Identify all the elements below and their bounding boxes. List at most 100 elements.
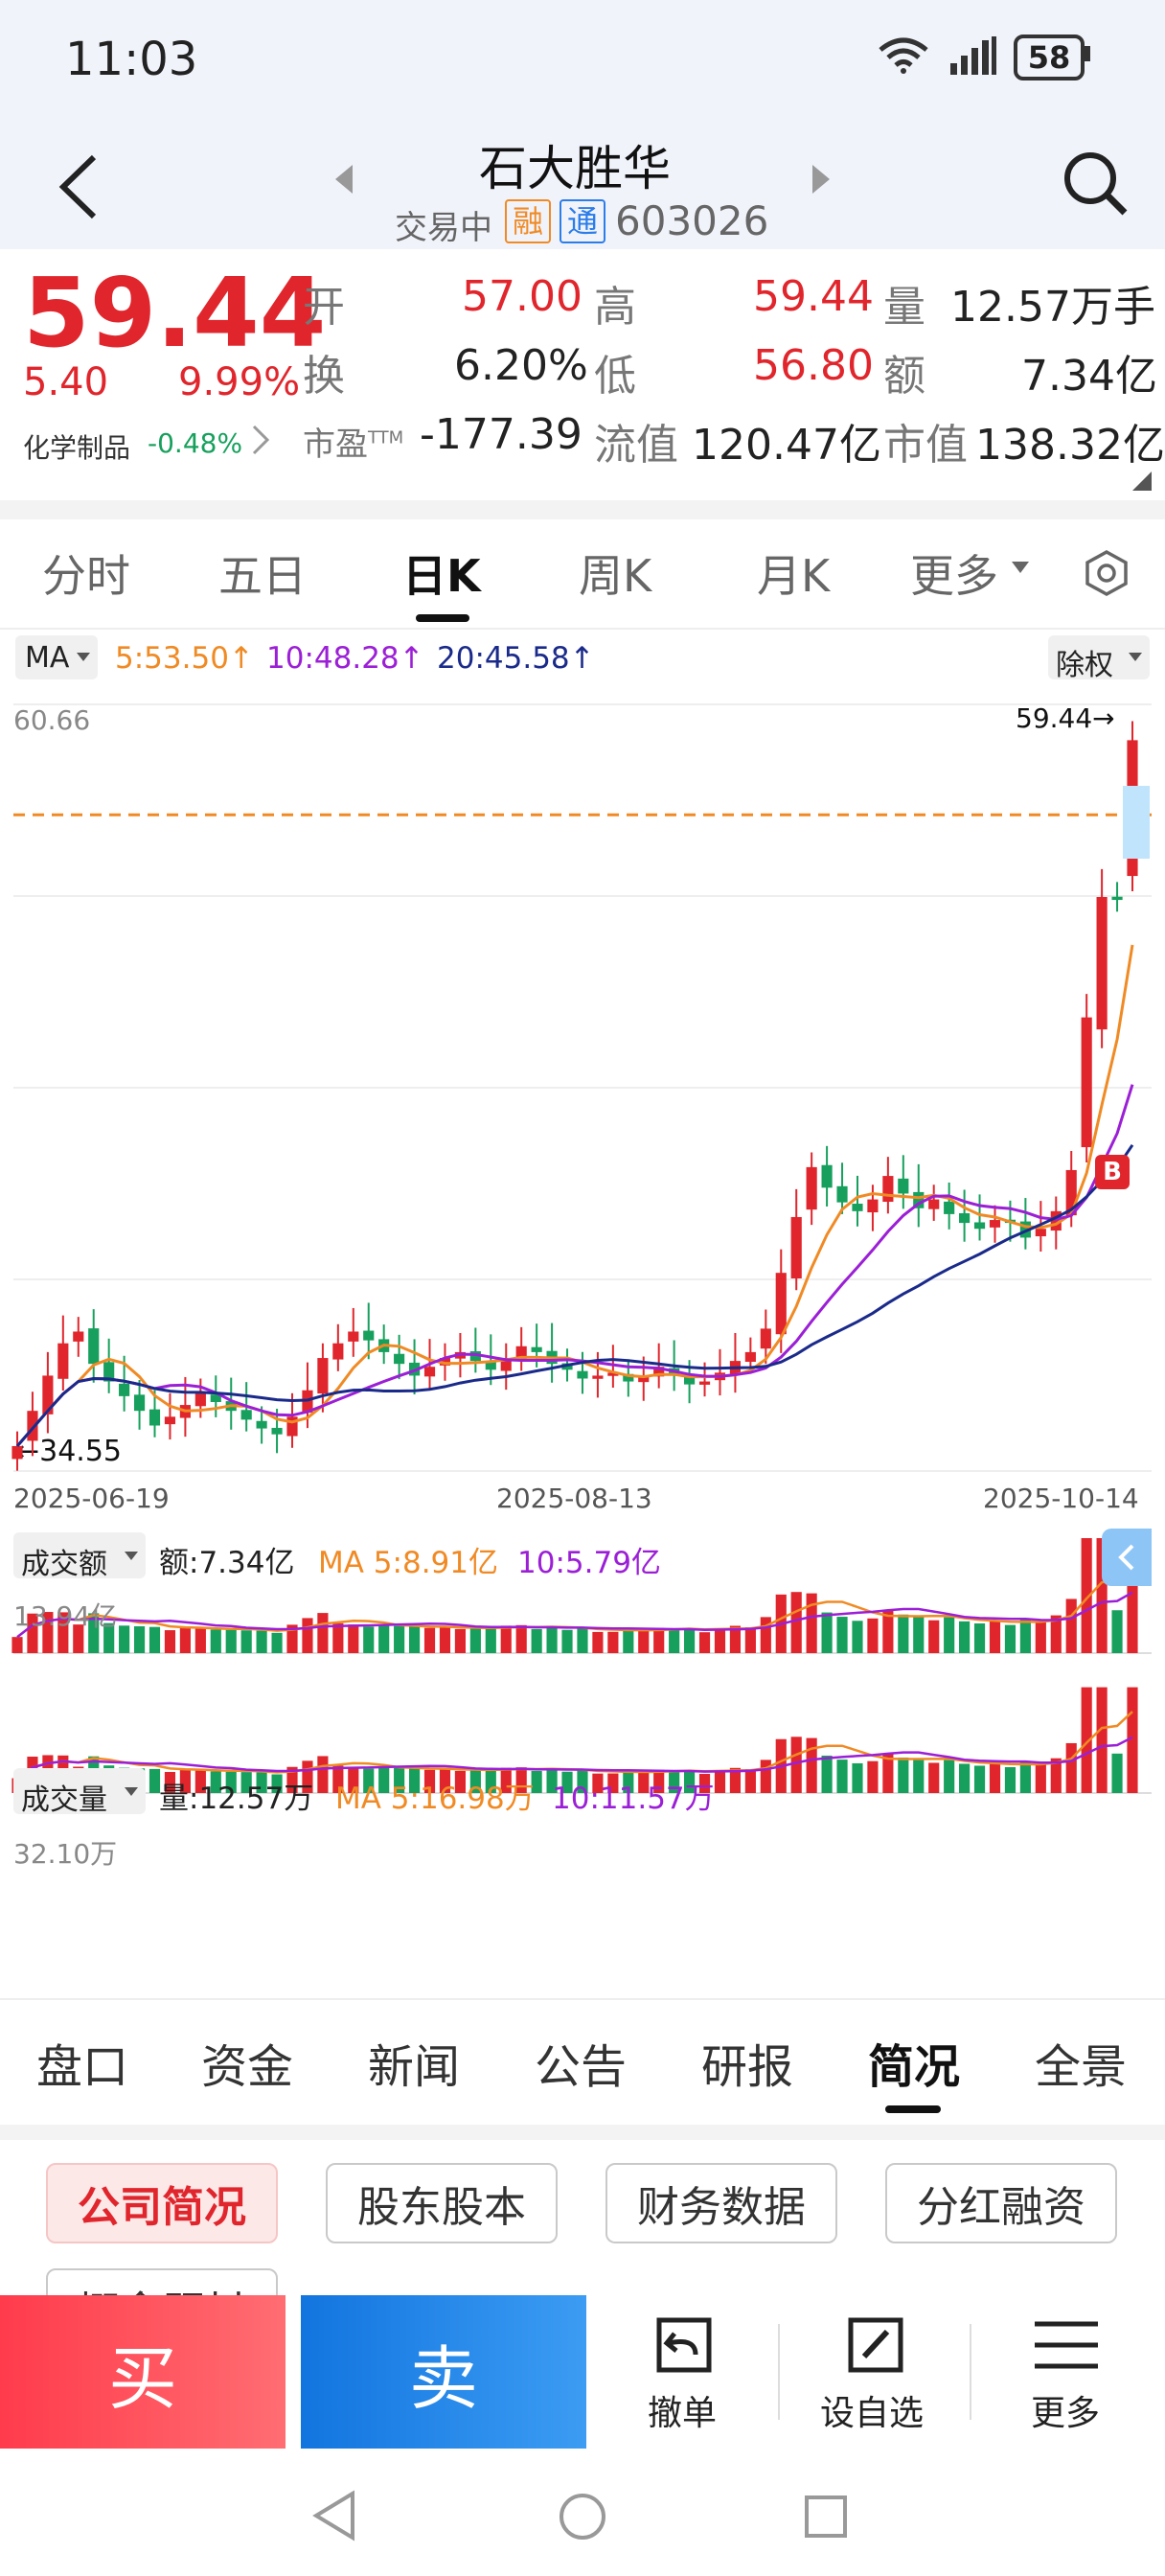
amount-bar bbox=[408, 1626, 421, 1653]
amount-bar bbox=[1127, 1538, 1138, 1653]
candle-body bbox=[332, 1343, 344, 1360]
tab-monthly-k[interactable]: 月K bbox=[757, 550, 831, 602]
volume-bar bbox=[714, 1770, 726, 1793]
tab-capital[interactable]: 资金 bbox=[201, 2040, 294, 2094]
candle-body bbox=[1081, 1017, 1092, 1148]
volume-bar bbox=[898, 1757, 909, 1793]
volume-bar bbox=[485, 1769, 496, 1793]
settings-hex-icon[interactable] bbox=[1083, 549, 1131, 601]
candle-body bbox=[836, 1185, 848, 1203]
ma20-line bbox=[15, 1143, 1134, 1447]
add-watchlist-button[interactable]: 设自选 bbox=[805, 2314, 945, 2439]
volume-bar bbox=[592, 1773, 604, 1793]
tab-profile[interactable]: 简况 bbox=[868, 2040, 961, 2094]
volume-bar bbox=[973, 1765, 986, 1793]
market-cap-label: 市值 bbox=[883, 421, 968, 470]
amount-bar bbox=[469, 1627, 481, 1653]
volume-bar bbox=[577, 1770, 588, 1793]
tab-orderbook[interactable]: 盘口 bbox=[36, 2040, 129, 2094]
high-label: 高 bbox=[594, 283, 636, 332]
tab-news[interactable]: 新闻 bbox=[368, 2040, 461, 2094]
adjust-selector[interactable]: 除权 bbox=[1048, 635, 1150, 682]
buy-button[interactable]: 买 bbox=[0, 2295, 286, 2449]
subtab-dividends[interactable]: 分红融资 bbox=[885, 2163, 1117, 2243]
candle-body bbox=[944, 1201, 955, 1214]
candle-body bbox=[210, 1394, 221, 1402]
candle-body bbox=[623, 1373, 634, 1382]
amount-bar bbox=[42, 1612, 54, 1653]
amount-current: 额:7.34亿 bbox=[159, 1546, 295, 1580]
tab-research[interactable]: 研报 bbox=[701, 2040, 794, 2094]
amount-bar bbox=[821, 1612, 833, 1653]
ma-lines bbox=[15, 944, 1134, 1447]
tab-panorama[interactable]: 全景 bbox=[1035, 2040, 1128, 2094]
volume-bar bbox=[439, 1769, 451, 1793]
pe-ttm-label: TTM bbox=[368, 427, 404, 448]
volume-bar bbox=[684, 1770, 696, 1793]
volume-bar bbox=[669, 1770, 680, 1793]
candle-body bbox=[515, 1346, 527, 1360]
volume-bar bbox=[653, 1769, 665, 1793]
subtab-company[interactable]: 公司简况 bbox=[46, 2163, 278, 2243]
tab-announcements[interactable]: 公告 bbox=[535, 2040, 628, 2094]
volume-bar bbox=[286, 1766, 298, 1793]
subtab-shareholders[interactable]: 股东股本 bbox=[326, 2163, 558, 2243]
subtab-financials[interactable]: 财务数据 bbox=[605, 2163, 837, 2243]
amount-bar bbox=[669, 1628, 680, 1653]
amount-bar bbox=[57, 1612, 69, 1653]
menu-icon bbox=[1035, 2321, 1098, 2369]
buy-signal-marker[interactable]: B bbox=[1095, 1155, 1130, 1189]
search-icon[interactable] bbox=[1062, 150, 1129, 220]
tab-weekly-k[interactable]: 周K bbox=[579, 550, 652, 602]
next-stock-icon[interactable] bbox=[811, 163, 832, 199]
amount-selector[interactable]: 成交额 bbox=[13, 1532, 146, 1581]
volume-bar bbox=[271, 1774, 283, 1793]
back-icon[interactable] bbox=[56, 153, 103, 224]
amount-bar bbox=[638, 1630, 650, 1653]
caret-down-icon[interactable] bbox=[1012, 561, 1029, 579]
nav-recents-icon[interactable] bbox=[803, 2494, 849, 2540]
stock-name: 石大胜华 bbox=[479, 141, 671, 196]
expand-corner-icon[interactable] bbox=[1132, 472, 1152, 494]
low-label: 低 bbox=[594, 352, 636, 401]
open-label: 开 bbox=[303, 283, 345, 332]
volume-bar bbox=[1004, 1766, 1017, 1793]
ma-selector[interactable]: MA bbox=[15, 635, 98, 679]
sell-button[interactable]: 卖 bbox=[301, 2295, 586, 2449]
collapse-panel-button[interactable] bbox=[1102, 1529, 1152, 1586]
volume-selector[interactable]: 成交量 bbox=[13, 1768, 146, 1817]
amount-bar bbox=[852, 1621, 863, 1653]
prev-stock-icon[interactable] bbox=[333, 163, 354, 199]
kline-svg[interactable] bbox=[0, 695, 1165, 1998]
amount-bar bbox=[836, 1617, 848, 1653]
pe-label-text: 市盈 bbox=[303, 426, 368, 464]
cancel-order-label: 撤单 bbox=[648, 2394, 718, 2433]
active-tab-indicator bbox=[416, 614, 469, 622]
cancel-order-button[interactable]: 撤单 bbox=[613, 2314, 753, 2439]
tab-daily-k[interactable]: 日K bbox=[402, 550, 481, 602]
chevron-right-icon[interactable] bbox=[251, 424, 270, 460]
sector-name[interactable]: 化学制品 bbox=[23, 432, 131, 464]
amount-ma5: MA 5:8.91亿 bbox=[318, 1546, 498, 1580]
volume-ma5: MA 5:16.98万 bbox=[335, 1782, 535, 1816]
tab-intraday[interactable]: 分时 bbox=[42, 550, 130, 602]
nav-home-icon[interactable] bbox=[558, 2492, 607, 2542]
tab-five-day[interactable]: 五日 bbox=[218, 550, 307, 602]
amount-bar bbox=[607, 1631, 619, 1653]
candle-body bbox=[256, 1420, 267, 1429]
amount-bar bbox=[439, 1627, 451, 1653]
subtab-concepts[interactable]: 概念题材 bbox=[46, 2268, 278, 2295]
volume-bar bbox=[790, 1736, 802, 1793]
amount-bar bbox=[806, 1593, 817, 1653]
volume-bar bbox=[515, 1767, 527, 1793]
last-price: 59.44 bbox=[23, 257, 327, 369]
candle-body bbox=[42, 1375, 54, 1414]
divider bbox=[0, 500, 1165, 519]
tab-more[interactable]: 更多 bbox=[910, 550, 998, 602]
volume-bar bbox=[821, 1755, 833, 1793]
sector-change[interactable]: -0.48% bbox=[148, 427, 243, 459]
amount-bar bbox=[378, 1625, 390, 1653]
nav-back-icon[interactable] bbox=[312, 2490, 356, 2542]
quote-panel: 59.44 5.40 9.99% 化学制品 -0.48% 开 57.00 高 5… bbox=[0, 249, 1165, 498]
more-button[interactable]: 更多 bbox=[996, 2314, 1136, 2439]
